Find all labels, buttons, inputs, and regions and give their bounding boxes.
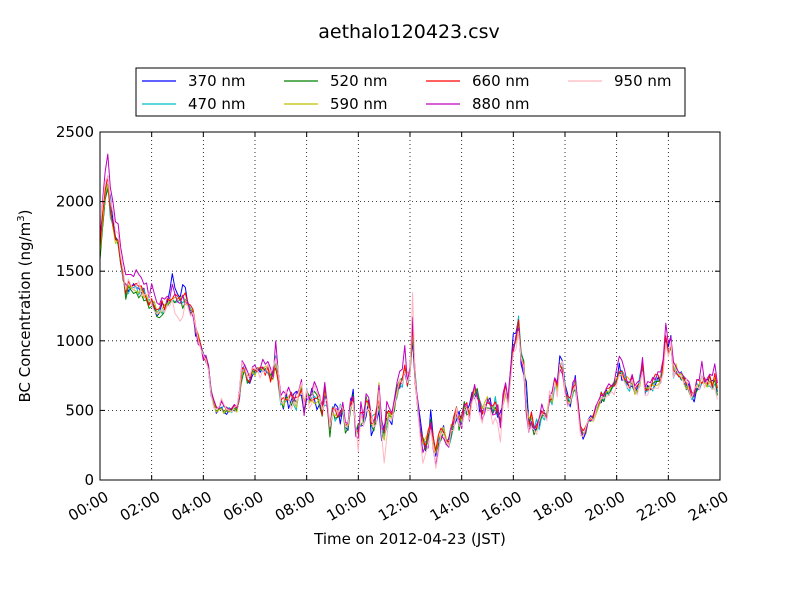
- series-line-520-nm: [99, 187, 718, 453]
- x-tick-label: 18:00: [530, 488, 576, 525]
- x-tick-label: 00:00: [65, 488, 111, 525]
- legend-label: 470 nm: [188, 95, 246, 113]
- legend-label: 880 nm: [472, 95, 530, 113]
- x-tick-label: 20:00: [582, 488, 628, 525]
- grid: [100, 132, 720, 480]
- axes: 00:00 02:00 04:00 06:00 08:00 10:00 12:00 14:00…: [56, 123, 732, 525]
- series-line-590-nm: [99, 184, 718, 454]
- series-layer: [99, 153, 718, 469]
- y-axis-label-sup: 3: [16, 215, 27, 221]
- y-tick-label: 2500: [56, 123, 94, 141]
- y-tick-label: 500: [65, 401, 94, 419]
- legend-label: 370 nm: [188, 72, 246, 90]
- x-tick-label: 08:00: [272, 488, 318, 525]
- x-tick-label: 22:00: [633, 488, 679, 525]
- x-tick-label: 12:00: [375, 488, 421, 525]
- y-axis-label-main: BC Concentration (ng/m: [16, 222, 34, 403]
- y-tick-label: 1500: [56, 262, 94, 280]
- chart-title: aethalo120423.csv: [318, 21, 500, 43]
- x-tick-label: 24:00: [685, 488, 731, 525]
- x-tick-label: 02:00: [117, 488, 163, 525]
- legend-label: 950 nm: [614, 72, 672, 90]
- legend-box: [135, 67, 686, 117]
- y-tick-label: 2000: [56, 193, 94, 211]
- y-axis-label-end: ): [16, 210, 34, 216]
- y-axis-label: BC Concentration (ng/m3): [16, 210, 34, 403]
- legend: 370 nm 470 nm 520 nm 590 nm 660 nm 880 nm 950 …: [135, 67, 686, 117]
- series-line-880-nm: [99, 153, 718, 466]
- x-tick-label: 16:00: [478, 488, 524, 525]
- series-line-950-nm: [99, 176, 718, 469]
- y-tick-label: 0: [84, 471, 94, 489]
- x-tick-label: 10:00: [323, 488, 369, 525]
- x-tick-label: 14:00: [427, 488, 473, 525]
- series-line-370-nm: [99, 187, 718, 457]
- y-tick-label: 1000: [56, 332, 94, 350]
- x-tick-label: 06:00: [220, 488, 266, 525]
- x-axis-label: Time on 2012-04-23 (JST): [313, 530, 506, 548]
- legend-label: 520 nm: [330, 72, 388, 90]
- legend-label: 590 nm: [330, 95, 388, 113]
- legend-label: 660 nm: [472, 72, 530, 90]
- x-tick-label: 04:00: [168, 488, 214, 525]
